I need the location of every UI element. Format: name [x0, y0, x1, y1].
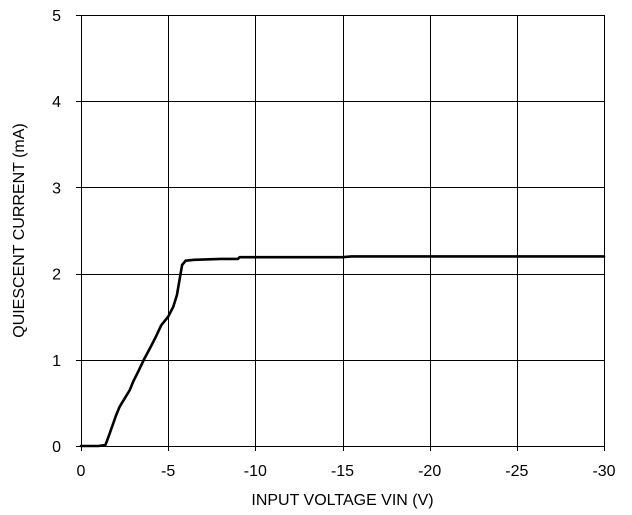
y-tick-label: 0 — [52, 439, 61, 456]
x-axis-title: INPUT VOLTAGE VIN (V) — [251, 492, 433, 509]
y-tick-label: 3 — [52, 180, 61, 197]
grid — [76, 15, 605, 451]
series-line — [79, 255, 606, 448]
y-tick-label: 2 — [52, 267, 61, 284]
x-tick-label: 0 — [77, 463, 86, 480]
x-tick-label: -5 — [161, 463, 175, 480]
y-tick-label: 1 — [52, 353, 61, 370]
x-tick-label: -15 — [331, 463, 354, 480]
y-tick-labels: 0 1 2 3 4 5 — [52, 8, 61, 456]
x-tick-labels: 0 -5 -10 -15 -20 -25 -30 — [77, 463, 616, 480]
x-tick-label: -10 — [244, 463, 267, 480]
x-tick-label: -20 — [418, 463, 441, 480]
plot-frame — [81, 15, 605, 447]
series-layer — [79, 255, 606, 448]
y-tick-label: 4 — [52, 94, 61, 111]
x-tick-label: -25 — [505, 463, 528, 480]
x-tick-label: -30 — [592, 463, 615, 480]
y-axis-title: QUIESCENT CURRENT (mA) — [11, 123, 28, 338]
y-tick-label: 5 — [52, 8, 61, 25]
